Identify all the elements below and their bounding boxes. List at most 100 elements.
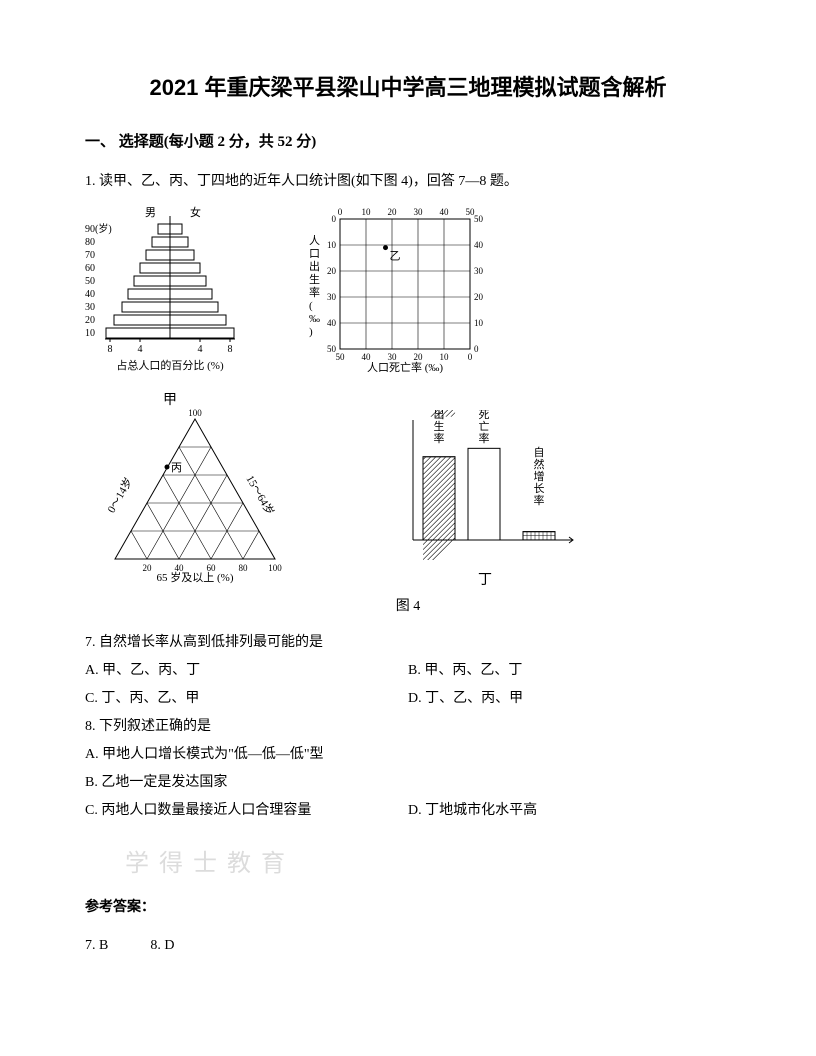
svg-text:0: 0 (332, 214, 337, 224)
watermark: 学得士教育 (125, 843, 731, 878)
svg-text:率: 率 (309, 285, 320, 299)
svg-text:80: 80 (85, 237, 95, 248)
q7-option-c: C. 丁、丙、乙、甲 (85, 685, 408, 713)
caption-ding: 丁 (385, 569, 585, 589)
svg-text:10: 10 (474, 318, 484, 328)
pyramid-svg: 8 4 4 8 90(岁) 80 70 60 50 40 30 20 10 男 女 占总人口的百分比 … (85, 204, 255, 374)
svg-text:男: 男 (145, 207, 156, 219)
svg-text:30: 30 (474, 266, 484, 276)
q7-option-a: A. 甲、乙、丙、丁 (85, 657, 408, 685)
q8-option-d: D. 丁地城市化水平高 (408, 797, 731, 825)
q8-option-b: B. 乙地一定是发达国家 (85, 769, 731, 797)
svg-text:60: 60 (85, 263, 95, 274)
svg-text:100: 100 (188, 409, 202, 418)
figure-scatter: 乙 0 10 20 30 40 50 50 40 30 20 10 0 50 40 30 20 10 0 0 1… (295, 204, 515, 379)
figure-caption: 图 4 (85, 595, 731, 615)
svg-text:8: 8 (228, 344, 233, 355)
svg-text:然: 然 (534, 457, 545, 471)
svg-text:40: 40 (474, 240, 484, 250)
triangle-svg: 丙 20406080100 100 65 岁及以上 (%) 0～14岁 15～6… (85, 409, 305, 584)
svg-text:率: 率 (434, 431, 445, 445)
svg-text:20: 20 (327, 266, 337, 276)
svg-text:占总人口的百分比 (%): 占总人口的百分比 (%) (116, 358, 224, 372)
figure-row-2: 丙 20406080100 100 65 岁及以上 (%) 0～14岁 15～6… (85, 409, 731, 589)
svg-text:10: 10 (85, 328, 95, 339)
svg-text:50: 50 (474, 214, 484, 224)
svg-text:生: 生 (434, 419, 445, 433)
q8-options: A. 甲地人口增长模式为"低—低—低"型 B. 乙地一定是发达国家 C. 丙地人… (85, 741, 731, 825)
q8-option-c: C. 丙地人口数量最接近人口合理容量 (85, 797, 408, 825)
svg-text:30: 30 (327, 292, 337, 302)
svg-text:0～14岁: 0～14岁 (104, 475, 135, 515)
svg-text:死: 死 (479, 410, 490, 421)
figure-pyramid: 8 4 4 8 90(岁) 80 70 60 50 40 30 20 10 男 女 占总人口的百分比 … (85, 204, 255, 379)
svg-text:80: 80 (239, 563, 249, 573)
svg-text:50: 50 (327, 344, 337, 354)
svg-text:10: 10 (327, 240, 337, 250)
caption-jia: 甲 (85, 389, 255, 409)
svg-text:女: 女 (190, 205, 201, 219)
svg-text:50: 50 (336, 352, 346, 362)
q8-option-a: A. 甲地人口增长模式为"低—低—低"型 (85, 741, 731, 769)
svg-text:亡: 亡 (479, 419, 490, 433)
svg-text:出: 出 (309, 259, 320, 273)
svg-text:65 岁及以上 (%): 65 岁及以上 (%) (157, 570, 234, 584)
svg-text:50: 50 (85, 276, 95, 287)
svg-text:): ) (309, 326, 313, 338)
svg-text:15～64岁: 15～64岁 (243, 473, 277, 518)
svg-text:90(岁): 90(岁) (85, 222, 112, 235)
page: 2021 年重庆梁平县梁山中学高三地理模拟试题含解析 一、 选择题(每小题 2 … (0, 0, 816, 994)
svg-text:30: 30 (414, 207, 424, 217)
svg-text:20: 20 (414, 352, 424, 362)
svg-text:自: 自 (534, 446, 545, 459)
q7-options: A. 甲、乙、丙、丁 B. 甲、丙、乙、丁 C. 丁、丙、乙、甲 D. 丁、乙、… (85, 657, 731, 713)
svg-text:0: 0 (468, 352, 473, 362)
svg-text:率: 率 (479, 431, 490, 445)
svg-text:长: 长 (534, 482, 545, 495)
svg-text:‰: ‰ (309, 313, 320, 325)
svg-text:40: 40 (85, 289, 95, 300)
svg-text:40: 40 (327, 318, 337, 328)
svg-text:口: 口 (309, 248, 320, 260)
figure-triangle: 丙 20406080100 100 65 岁及以上 (%) 0～14岁 15～6… (85, 409, 305, 589)
figure-bar: 1% 0% 出生率死亡率自然增长率 丁 (385, 410, 585, 589)
svg-text:30: 30 (85, 302, 95, 313)
figure-row-1: 8 4 4 8 90(岁) 80 70 60 50 40 30 20 10 男 女 占总人口的百分比 … (85, 204, 731, 379)
svg-text:30: 30 (388, 352, 398, 362)
svg-text:0: 0 (338, 207, 343, 217)
svg-text:人口死亡率 (‰): 人口死亡率 (‰) (367, 360, 443, 374)
svg-text:增: 增 (534, 469, 545, 483)
svg-text:(: ( (309, 300, 313, 312)
svg-text:10: 10 (362, 207, 372, 217)
q1-stem: 1. 读甲、乙、丙、丁四地的近年人口统计图(如下图 4)，回答 7—8 题。 (85, 169, 731, 194)
svg-text:70: 70 (85, 250, 95, 261)
q7-option-b: B. 甲、丙、乙、丁 (408, 657, 731, 685)
svg-text:100: 100 (268, 563, 282, 573)
svg-text:0: 0 (474, 344, 479, 354)
q7-stem: 7. 自然增长率从高到低排列最可能的是 (85, 629, 731, 657)
svg-text:20: 20 (474, 292, 484, 302)
svg-text:8: 8 (108, 344, 113, 355)
answer-header: 参考答案： (85, 896, 731, 916)
svg-text:丙: 丙 (171, 462, 182, 474)
svg-text:20: 20 (388, 207, 398, 217)
svg-text:率: 率 (534, 493, 545, 507)
bar-svg: 1% 0% 出生率死亡率自然增长率 (385, 410, 585, 560)
svg-text:出: 出 (434, 410, 445, 421)
svg-text:40: 40 (362, 352, 372, 362)
svg-text:乙: 乙 (390, 250, 401, 263)
q8-stem: 8. 下列叙述正确的是 (85, 713, 731, 741)
svg-text:4: 4 (138, 344, 143, 355)
svg-text:4: 4 (198, 344, 203, 355)
section-header: 一、 选择题(每小题 2 分，共 52 分) (85, 130, 731, 151)
answers: 7. B 8. D (85, 934, 731, 954)
svg-text:生: 生 (309, 272, 320, 286)
scatter-svg: 乙 0 10 20 30 40 50 50 40 30 20 10 0 50 40 30 20 10 0 0 1… (295, 204, 515, 374)
svg-text:10: 10 (440, 352, 450, 362)
document-title: 2021 年重庆梁平县梁山中学高三地理模拟试题含解析 (85, 70, 731, 102)
svg-text:20: 20 (85, 315, 95, 326)
svg-text:20: 20 (143, 563, 153, 573)
svg-text:人: 人 (309, 234, 320, 247)
svg-text:40: 40 (440, 207, 450, 217)
q7-option-d: D. 丁、乙、丙、甲 (408, 685, 731, 713)
